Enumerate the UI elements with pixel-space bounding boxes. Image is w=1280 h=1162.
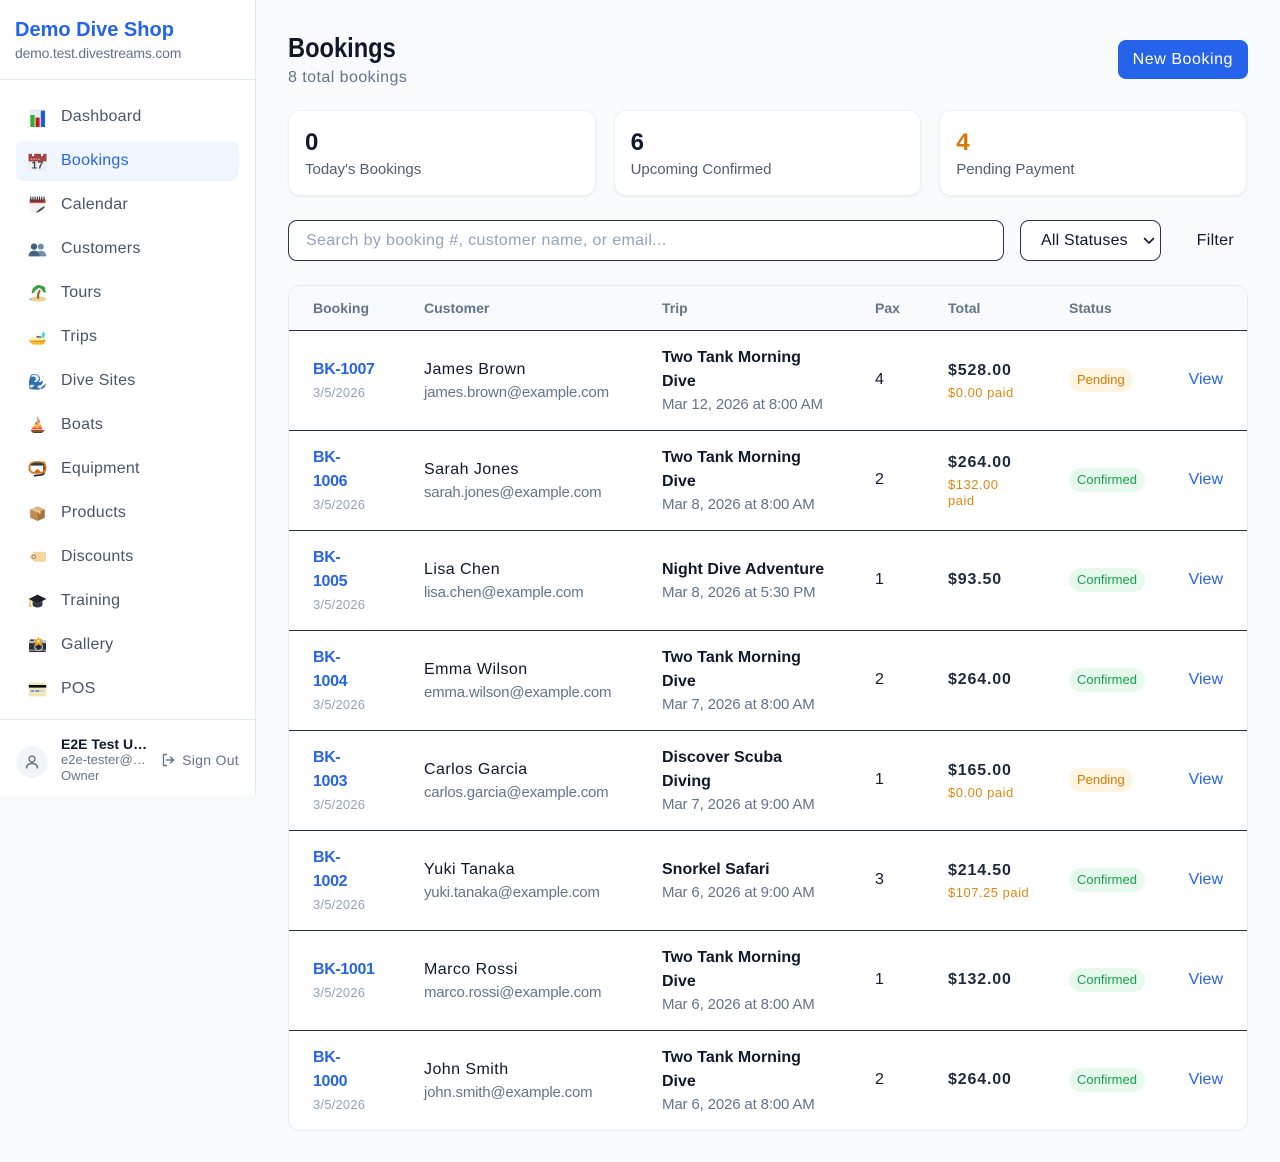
svg-text:17: 17 (31, 159, 43, 170)
